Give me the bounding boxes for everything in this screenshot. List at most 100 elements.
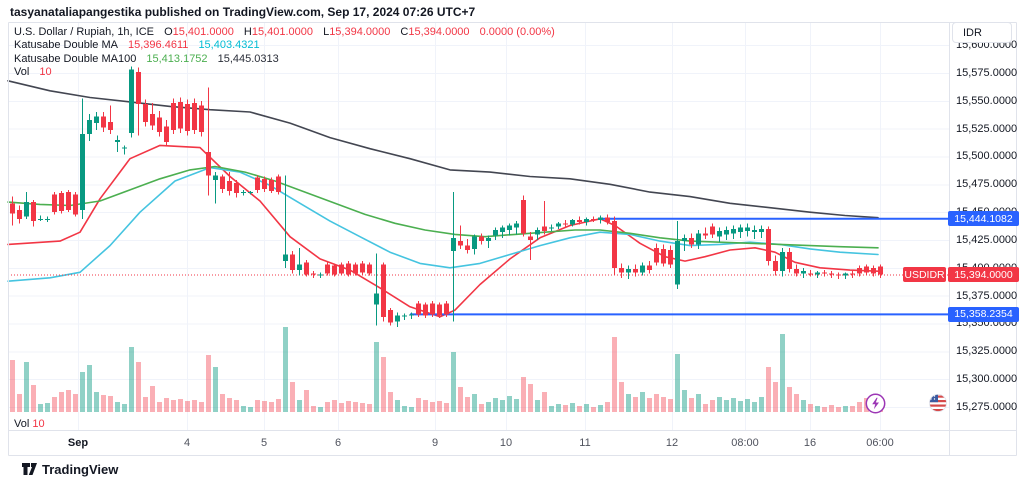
ma-line-ma_fast xyxy=(7,144,879,318)
volume-bar xyxy=(178,399,183,412)
volume-bar xyxy=(535,400,540,412)
candle-body xyxy=(220,176,225,189)
tradingview-footer-link[interactable]: TradingView xyxy=(22,462,118,477)
low-value: 15,394.0000 xyxy=(329,26,391,38)
volume-bar xyxy=(556,404,561,412)
volume-bar xyxy=(311,406,316,412)
candle-body xyxy=(66,192,71,210)
candle-body xyxy=(304,262,309,275)
candle-body xyxy=(423,304,428,316)
currency-toggle-button[interactable]: IDR xyxy=(952,22,1012,43)
volume-bar xyxy=(563,405,568,412)
volume-bar xyxy=(437,401,442,412)
time-tick-label: 11 xyxy=(579,437,591,449)
time-tick-label: Sep xyxy=(67,437,89,449)
volume-bar xyxy=(444,403,449,412)
candle-body xyxy=(808,273,813,275)
candle-body xyxy=(24,202,29,217)
candle-body xyxy=(815,272,820,275)
candle-body xyxy=(542,226,547,232)
volume-bar xyxy=(633,397,638,412)
candle-body xyxy=(528,236,533,240)
volume-bar xyxy=(619,382,624,412)
price-tick-label: 15,300.0000 xyxy=(956,373,1018,386)
volume-bar xyxy=(73,394,78,412)
candle-body xyxy=(80,134,85,210)
volume-bar xyxy=(185,401,190,412)
candle-body xyxy=(843,273,848,276)
candle-body xyxy=(570,219,575,225)
volume-bar xyxy=(374,342,379,412)
candle-body xyxy=(276,176,281,193)
candle-body xyxy=(507,225,512,230)
volume-bar xyxy=(724,400,729,412)
ma100-slow-value: 15,445.0313 xyxy=(217,52,279,65)
tradingview-logo-icon xyxy=(22,462,37,475)
volume-bar xyxy=(164,398,169,412)
candle-body xyxy=(206,152,211,176)
candle-body xyxy=(612,221,617,268)
candle-body xyxy=(696,233,701,245)
candle-body xyxy=(381,264,386,317)
candle-body xyxy=(549,227,554,229)
volume-bar xyxy=(24,362,29,412)
volume-bar xyxy=(710,400,715,412)
candle-body xyxy=(108,121,113,130)
volume-bar xyxy=(332,400,337,412)
volume-bar xyxy=(59,392,64,412)
candle-wick xyxy=(208,87,209,196)
candle-wick xyxy=(754,225,755,239)
volume-bar xyxy=(143,397,148,412)
candle-body xyxy=(332,265,337,275)
candle-body xyxy=(500,227,505,233)
volume-bar xyxy=(787,387,792,412)
candle-body xyxy=(150,114,155,126)
candle-body xyxy=(164,126,169,143)
volume-bar xyxy=(661,397,666,412)
ma-line-ma_slow xyxy=(7,166,879,283)
close-value: 15,394.0000 xyxy=(408,26,470,38)
boost-lightning-icon[interactable] xyxy=(865,393,886,414)
candle-body xyxy=(297,264,302,271)
volume-bar xyxy=(227,398,232,412)
level-lower-label: 15,358.2354 xyxy=(948,306,1019,322)
candle-body xyxy=(416,303,421,315)
volume-bar xyxy=(458,387,463,412)
volume-bar xyxy=(738,401,743,412)
volume-bar xyxy=(38,404,43,412)
volume-bar xyxy=(416,398,421,412)
volume-bar xyxy=(836,407,841,412)
candle-body xyxy=(878,266,883,275)
volume-bar xyxy=(605,402,610,412)
price-tick-label: 15,425.0000 xyxy=(956,233,1018,246)
candle-body xyxy=(514,223,519,228)
candle-body xyxy=(759,228,764,233)
volume-bar xyxy=(66,390,71,412)
volume-bar xyxy=(703,404,708,412)
candle-body xyxy=(857,267,862,274)
volume-bar xyxy=(612,337,617,412)
candle-body xyxy=(185,104,190,131)
volume-bar xyxy=(528,384,533,412)
candle-wick xyxy=(488,235,489,248)
candles xyxy=(10,66,883,327)
volume-bar xyxy=(262,401,267,412)
candle-body xyxy=(290,254,295,271)
level-upper-label: 15,444.1082 xyxy=(948,211,1019,227)
candle-wick xyxy=(411,312,412,320)
volume-bar xyxy=(31,385,36,412)
volume-bar xyxy=(689,398,694,412)
volume-bar xyxy=(45,403,50,412)
last-price-label: 15,394.0000 xyxy=(948,267,1019,282)
candle-wick xyxy=(376,253,377,326)
volume-bar xyxy=(318,407,323,412)
candle-body xyxy=(157,117,162,133)
ma-fast-value: 15,396.4611 xyxy=(128,39,189,52)
candle-body xyxy=(633,268,638,273)
volume-bar xyxy=(269,402,274,412)
candle-body xyxy=(269,179,274,192)
candle-body xyxy=(213,175,218,180)
attribution-text: tasyanataliapangestika published on Trad… xyxy=(10,5,476,19)
volume-pane-legend: Vol 10 xyxy=(14,418,45,430)
